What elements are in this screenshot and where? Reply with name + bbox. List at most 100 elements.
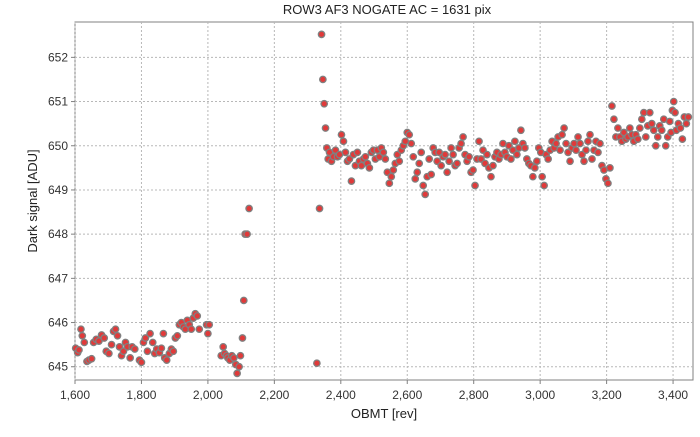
data-point bbox=[487, 172, 495, 181]
data-point bbox=[645, 108, 654, 117]
data-point bbox=[447, 144, 455, 152]
data-point bbox=[347, 177, 356, 185]
data-point bbox=[313, 359, 321, 368]
data-point bbox=[580, 157, 588, 166]
data-point bbox=[682, 119, 691, 128]
data-point bbox=[529, 172, 537, 181]
data-point bbox=[530, 164, 539, 172]
data-point bbox=[80, 338, 89, 347]
data-point bbox=[100, 334, 109, 342]
data-point bbox=[511, 137, 519, 146]
data-point bbox=[608, 102, 616, 110]
data-point bbox=[538, 172, 547, 181]
data-point bbox=[321, 124, 330, 132]
data-point bbox=[365, 164, 374, 172]
data-point bbox=[159, 329, 168, 338]
data-point bbox=[665, 117, 674, 126]
data-point bbox=[243, 230, 251, 238]
data-point bbox=[649, 126, 658, 135]
data-point bbox=[143, 347, 152, 356]
x-tick-label: 1,800 bbox=[126, 388, 156, 402]
data-point bbox=[409, 152, 418, 161]
x-tick-label: 2,000 bbox=[193, 388, 223, 402]
data-point bbox=[606, 164, 614, 172]
data-point bbox=[229, 354, 238, 362]
data-point bbox=[562, 139, 570, 148]
x-tick-label: 2,400 bbox=[326, 388, 356, 402]
data-point bbox=[558, 130, 566, 139]
data-point bbox=[572, 146, 580, 155]
plot-area bbox=[74, 21, 694, 381]
data-point bbox=[233, 369, 241, 378]
y-tick-label: 652 bbox=[48, 50, 68, 64]
data-point bbox=[195, 325, 204, 334]
data-point bbox=[87, 354, 96, 363]
data-point bbox=[566, 157, 574, 166]
tick-layer: 1,600 1,800 2,000 2,200 2,400 2,600 2,800 3,000… bbox=[48, 50, 688, 402]
data-point bbox=[544, 155, 552, 163]
data-point bbox=[245, 204, 253, 213]
data-point bbox=[173, 331, 182, 340]
data-point bbox=[78, 331, 87, 340]
data-point bbox=[457, 139, 465, 148]
data-point bbox=[453, 159, 461, 168]
data-point bbox=[381, 155, 390, 163]
data-point bbox=[653, 133, 662, 141]
y-tick-label: 651 bbox=[48, 95, 68, 109]
data-point bbox=[437, 161, 445, 170]
data-point bbox=[235, 362, 243, 371]
data-point bbox=[678, 135, 687, 143]
y-tick-label: 645 bbox=[48, 360, 68, 374]
data-point bbox=[141, 334, 150, 342]
data-point bbox=[113, 331, 122, 340]
data-point bbox=[389, 166, 398, 174]
data-point bbox=[419, 181, 428, 190]
data-point bbox=[417, 148, 426, 157]
x-tick-label: 3,000 bbox=[525, 388, 555, 402]
data-point bbox=[584, 137, 592, 146]
data-point bbox=[676, 124, 685, 132]
data-point bbox=[614, 124, 622, 132]
data-point bbox=[626, 124, 634, 132]
data-point bbox=[661, 141, 670, 150]
data-point bbox=[671, 108, 679, 117]
data-point bbox=[469, 166, 477, 174]
data-point bbox=[635, 124, 644, 132]
data-point bbox=[586, 130, 594, 139]
data-point bbox=[475, 137, 483, 146]
data-point bbox=[407, 139, 416, 148]
data-point bbox=[379, 148, 388, 157]
data-point bbox=[219, 343, 228, 351]
data-point bbox=[238, 334, 247, 342]
data-point bbox=[489, 161, 497, 170]
y-axis-label: Dark signal [ADU] bbox=[25, 149, 40, 252]
data-point bbox=[465, 152, 473, 161]
data-point bbox=[507, 155, 515, 163]
y-tick-label: 646 bbox=[48, 316, 68, 330]
data-point bbox=[315, 204, 324, 213]
data-point bbox=[596, 139, 604, 148]
data-point bbox=[341, 148, 350, 157]
data-point bbox=[647, 119, 656, 128]
data-point bbox=[337, 130, 346, 139]
data-point bbox=[425, 155, 434, 163]
data-point bbox=[75, 346, 83, 354]
data-point bbox=[521, 144, 529, 152]
y-tick-label: 650 bbox=[48, 139, 68, 153]
data-point bbox=[540, 181, 548, 190]
data-point bbox=[517, 126, 525, 135]
data-point bbox=[162, 356, 171, 364]
data-point bbox=[513, 150, 521, 159]
x-tick-label: 3,200 bbox=[592, 388, 622, 402]
y-tick-label: 647 bbox=[48, 271, 68, 285]
data-point bbox=[633, 135, 642, 143]
data-point bbox=[339, 137, 348, 146]
x-tick-label: 2,600 bbox=[392, 388, 422, 402]
x-tick-label: 3,400 bbox=[658, 388, 688, 402]
data-points bbox=[71, 30, 693, 378]
data-point bbox=[552, 139, 560, 148]
data-point bbox=[187, 325, 196, 334]
x-tick-label: 2,800 bbox=[459, 388, 489, 402]
data-point bbox=[319, 75, 327, 84]
